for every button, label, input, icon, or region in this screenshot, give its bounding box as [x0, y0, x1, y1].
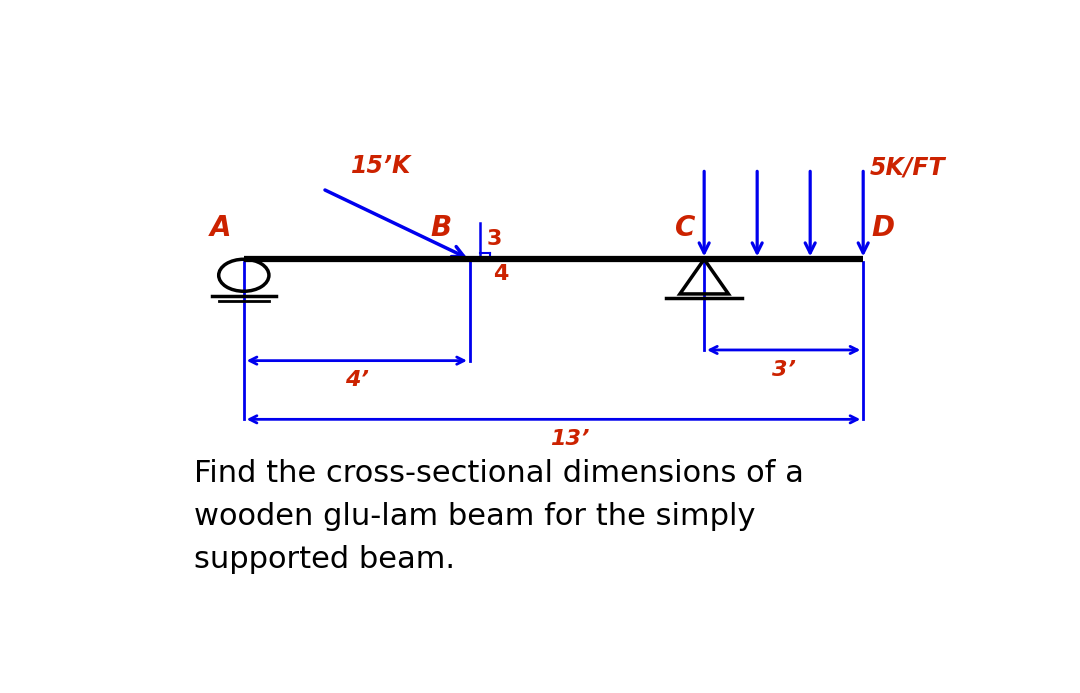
Text: 13’: 13’ — [551, 429, 590, 449]
Text: D: D — [872, 214, 894, 242]
Text: B: B — [430, 214, 451, 242]
Text: 4’: 4’ — [345, 370, 368, 390]
Text: Find the cross-sectional dimensions of a
wooden glu-lam beam for the simply
supp: Find the cross-sectional dimensions of a… — [193, 459, 804, 574]
Text: C: C — [675, 214, 696, 242]
Text: 4: 4 — [492, 263, 509, 283]
Text: 5K/FT: 5K/FT — [869, 155, 945, 179]
Text: A: A — [210, 214, 231, 242]
Text: 3’: 3’ — [772, 360, 796, 380]
Text: 3: 3 — [486, 229, 502, 249]
Text: 15’K: 15’K — [351, 154, 411, 178]
